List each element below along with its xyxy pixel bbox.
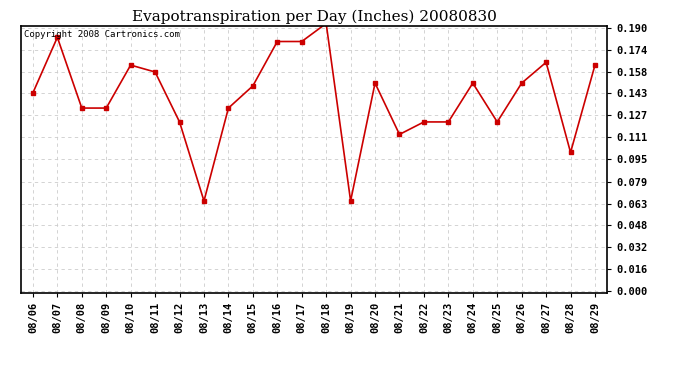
Text: Copyright 2008 Cartronics.com: Copyright 2008 Cartronics.com bbox=[23, 30, 179, 39]
Title: Evapotranspiration per Day (Inches) 20080830: Evapotranspiration per Day (Inches) 2008… bbox=[132, 9, 496, 24]
